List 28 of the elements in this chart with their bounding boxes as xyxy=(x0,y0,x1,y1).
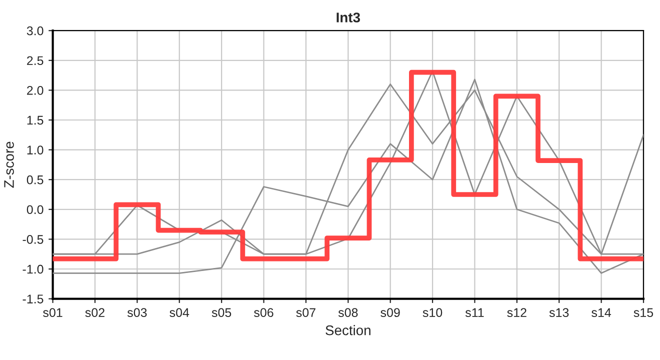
x-axis-title: Section xyxy=(326,325,370,336)
x-tick-label: s11 xyxy=(465,308,484,318)
y-tick-label: 0.5 xyxy=(26,175,44,184)
y-axis-title: Z-score xyxy=(4,142,14,188)
y-tick-label: 2.5 xyxy=(27,56,44,66)
x-tick-label: s07 xyxy=(296,308,316,318)
x-tick-label: s13 xyxy=(549,308,569,318)
x-tick-label: s12 xyxy=(507,308,526,318)
x-tick-label: s10 xyxy=(422,308,442,318)
x-tick-label: s14 xyxy=(592,308,612,318)
y-tick-label: -0.5 xyxy=(22,235,44,244)
x-tick-label: s15 xyxy=(634,308,654,318)
y-tick-label: 3.0 xyxy=(26,26,44,36)
y-tick-label: -1.0 xyxy=(22,264,44,274)
y-tick-label: 1.0 xyxy=(27,146,44,154)
y-tick-label: -1.5 xyxy=(22,294,44,304)
x-tick-label: s06 xyxy=(254,308,274,318)
y-tick-label: 2.0 xyxy=(27,86,44,95)
y-tick-label: 0.0 xyxy=(26,205,44,214)
x-tick-label: s03 xyxy=(127,308,147,318)
x-tick-label: s04 xyxy=(170,308,190,318)
x-tick-label: s01 xyxy=(43,308,62,318)
x-tick-label: s05 xyxy=(212,308,232,318)
y-tick-label: 1.5 xyxy=(27,116,44,125)
x-tick-label: s02 xyxy=(85,308,104,318)
x-tick-label: s08 xyxy=(338,308,358,318)
chart-title: Int3 xyxy=(336,12,360,22)
x-tick-label: s09 xyxy=(380,308,400,318)
